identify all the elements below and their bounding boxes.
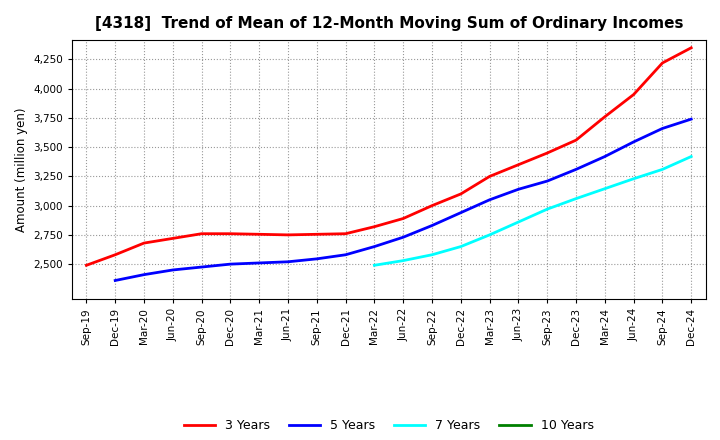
3 Years (82, 263, 91, 268)
3 Years (543, 150, 552, 156)
5 Years (514, 187, 523, 192)
3 Years (111, 252, 120, 257)
3 Years (428, 203, 436, 208)
3 Years (168, 236, 177, 241)
5 Years (255, 260, 264, 266)
3 Years (255, 231, 264, 237)
5 Years (341, 252, 350, 257)
5 Years (140, 272, 148, 277)
Y-axis label: Amount (million yen): Amount (million yen) (14, 107, 27, 231)
7 Years (600, 186, 609, 191)
3 Years (514, 162, 523, 167)
5 Years (284, 259, 292, 264)
3 Years (485, 174, 494, 179)
7 Years (428, 252, 436, 257)
5 Years (543, 179, 552, 184)
5 Years (370, 244, 379, 249)
3 Years (140, 240, 148, 246)
3 Years (600, 114, 609, 119)
Line: 3 Years: 3 Years (86, 48, 691, 265)
Line: 7 Years: 7 Years (374, 157, 691, 265)
7 Years (485, 232, 494, 238)
5 Years (168, 268, 177, 273)
3 Years (687, 45, 696, 51)
3 Years (629, 92, 638, 97)
7 Years (456, 244, 465, 249)
7 Years (629, 176, 638, 181)
7 Years (658, 167, 667, 172)
7 Years (399, 258, 408, 263)
3 Years (658, 60, 667, 66)
5 Years (428, 223, 436, 228)
7 Years (572, 196, 580, 201)
5 Years (658, 126, 667, 131)
5 Years (600, 154, 609, 159)
7 Years (514, 220, 523, 225)
3 Years (456, 191, 465, 197)
5 Years (485, 197, 494, 202)
3 Years (399, 216, 408, 221)
5 Years (456, 210, 465, 215)
7 Years (543, 206, 552, 212)
3 Years (226, 231, 235, 236)
5 Years (629, 139, 638, 145)
5 Years (226, 261, 235, 267)
3 Years (572, 138, 580, 143)
5 Years (687, 117, 696, 122)
5 Years (312, 256, 321, 261)
3 Years (312, 231, 321, 237)
7 Years (370, 263, 379, 268)
3 Years (370, 224, 379, 229)
Title: [4318]  Trend of Mean of 12-Month Moving Sum of Ordinary Incomes: [4318] Trend of Mean of 12-Month Moving … (94, 16, 683, 32)
3 Years (284, 232, 292, 238)
5 Years (572, 167, 580, 172)
7 Years (687, 154, 696, 159)
3 Years (341, 231, 350, 236)
5 Years (111, 278, 120, 283)
3 Years (197, 231, 206, 236)
5 Years (399, 235, 408, 240)
Legend: 3 Years, 5 Years, 7 Years, 10 Years: 3 Years, 5 Years, 7 Years, 10 Years (179, 414, 598, 437)
Line: 5 Years: 5 Years (115, 119, 691, 280)
5 Years (197, 264, 206, 270)
